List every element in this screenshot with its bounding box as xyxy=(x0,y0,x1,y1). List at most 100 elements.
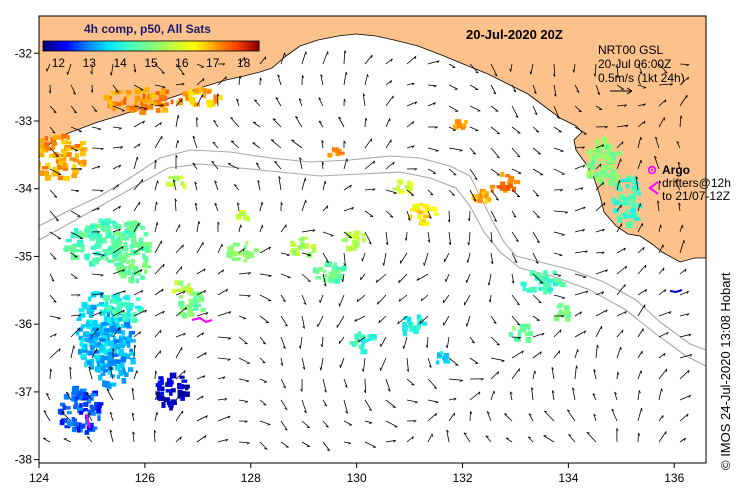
colorbar-cell xyxy=(64,41,68,51)
colorbar-cell xyxy=(187,41,191,51)
drifter-time-label: to 21/07-12Z xyxy=(662,189,730,203)
bathymetry-contour-shelf xyxy=(39,149,706,351)
colorbar-cell xyxy=(220,41,224,51)
colorbar-cell xyxy=(88,41,92,51)
x-tick-label: 126 xyxy=(135,471,155,485)
scale-arrow-icon xyxy=(610,87,633,95)
land-mass xyxy=(39,16,706,262)
colorbar-cell xyxy=(106,41,110,51)
colorbar-cell xyxy=(205,41,209,51)
colorbar-cell xyxy=(226,41,230,51)
colorbar-tick-label: 16 xyxy=(175,56,189,70)
drifter-label: drifters@12h xyxy=(662,176,731,190)
colorbar-cell xyxy=(136,41,140,51)
colorbar-cell xyxy=(91,41,95,51)
drifter-track xyxy=(85,413,91,429)
colorbar-cell xyxy=(97,41,101,51)
colorbar-cell xyxy=(145,41,149,51)
colorbar-cell xyxy=(70,41,74,51)
y-tick-label: -38 xyxy=(15,453,33,467)
colorbar-cell xyxy=(229,41,233,51)
colorbar-cell xyxy=(256,41,260,51)
colorbar-tick-label: 18 xyxy=(237,56,251,70)
y-tick-label: -33 xyxy=(15,114,33,128)
x-tick-label: 134 xyxy=(558,471,578,485)
colorbar-cell xyxy=(163,41,167,51)
x-axis: 124 126 128 130 132 134 136 xyxy=(29,463,685,485)
colorbar-cell xyxy=(52,41,56,51)
y-tick-label: -35 xyxy=(15,249,33,263)
colorbar-cell xyxy=(139,41,143,51)
colorbar-cell xyxy=(148,41,152,51)
colorbar-ticks: 12 13 14 15 16 17 18 xyxy=(52,56,251,70)
colorbar-cell xyxy=(94,41,98,51)
colorbar-cell xyxy=(124,41,128,51)
drifter-track xyxy=(191,316,213,324)
colorbar-tick-label: 13 xyxy=(83,56,97,70)
colorbar-cell xyxy=(172,41,176,51)
colorbar-cell xyxy=(244,41,248,51)
colorbar-cell xyxy=(130,41,134,51)
colorbar-cell xyxy=(157,41,161,51)
colorbar-cell xyxy=(61,41,65,51)
colorbar-cell xyxy=(58,41,62,51)
x-tick-label: 130 xyxy=(347,471,367,485)
colorbar-tick-label: 12 xyxy=(52,56,66,70)
current-info: NRT00 GSL 20-Jul 06:00Z 0.5m/s (1kt 24h) xyxy=(598,43,685,95)
colorbar-cell xyxy=(109,41,113,51)
sst-layer xyxy=(39,87,643,435)
colorbar-cell xyxy=(178,41,182,51)
drifter-track xyxy=(669,289,683,294)
colorbar-cell xyxy=(241,41,245,51)
argo-float-icon xyxy=(647,165,657,175)
colorbar-cell xyxy=(196,41,200,51)
current-time: 20-Jul 06:00Z xyxy=(598,57,671,71)
colorbar-tick-label: 14 xyxy=(113,56,127,70)
colorbar-cell xyxy=(211,41,215,51)
current-scale: 0.5m/s (1kt 24h) xyxy=(598,71,685,85)
colorbar-cell xyxy=(142,41,146,51)
map-date-title: 20-Jul-2020 20Z xyxy=(466,27,563,42)
colorbar-cell xyxy=(43,41,47,51)
colorbar-cell xyxy=(232,41,236,51)
colorbar-cell xyxy=(115,41,119,51)
colorbar-cell xyxy=(214,41,218,51)
colorbar-cell xyxy=(112,41,116,51)
colorbar-cell xyxy=(190,41,194,51)
colorbar-cell xyxy=(235,41,239,51)
colorbar-cell xyxy=(67,41,71,51)
colorbar-cell xyxy=(181,41,185,51)
bathymetry-contour-deep xyxy=(39,163,706,367)
colorbar-frame xyxy=(42,40,260,52)
current-model: NRT00 GSL xyxy=(598,43,663,57)
plot-frame xyxy=(38,15,707,464)
colorbar-cell xyxy=(49,41,53,51)
colorbar-cell xyxy=(151,41,155,51)
colorbar-cell xyxy=(175,41,179,51)
colorbar-cell xyxy=(85,41,89,51)
colorbar-cell xyxy=(202,41,206,51)
colorbar-cell xyxy=(127,41,131,51)
colorbar-cell xyxy=(121,41,125,51)
current-vectors xyxy=(42,50,693,452)
colorbar-title: 4h comp, p50, All Sats xyxy=(84,22,211,36)
x-tick-label: 124 xyxy=(29,471,49,485)
colorbar-cell xyxy=(238,41,242,51)
colorbar-cell xyxy=(79,41,83,51)
colorbar-tick-label: 17 xyxy=(206,56,220,70)
y-tick-label: -32 xyxy=(15,46,33,60)
x-tick-label: 128 xyxy=(241,471,261,485)
colorbar-cell xyxy=(160,41,164,51)
x-tick-label: 132 xyxy=(452,471,472,485)
colorbar-cell xyxy=(247,41,251,51)
x-tick-label: 136 xyxy=(664,471,684,485)
colorbar-cell xyxy=(82,41,86,51)
float-legend: Argo drifters@12h to 21/07-12Z xyxy=(647,163,731,203)
colorbar-tick-label: 15 xyxy=(144,56,158,70)
imos-credit: © IMOS 24-Jul-2020 13:08 Hobart xyxy=(718,272,733,470)
colorbar-cell xyxy=(76,41,80,51)
colorbar-cell xyxy=(103,41,107,51)
colorbar-cell xyxy=(154,41,158,51)
